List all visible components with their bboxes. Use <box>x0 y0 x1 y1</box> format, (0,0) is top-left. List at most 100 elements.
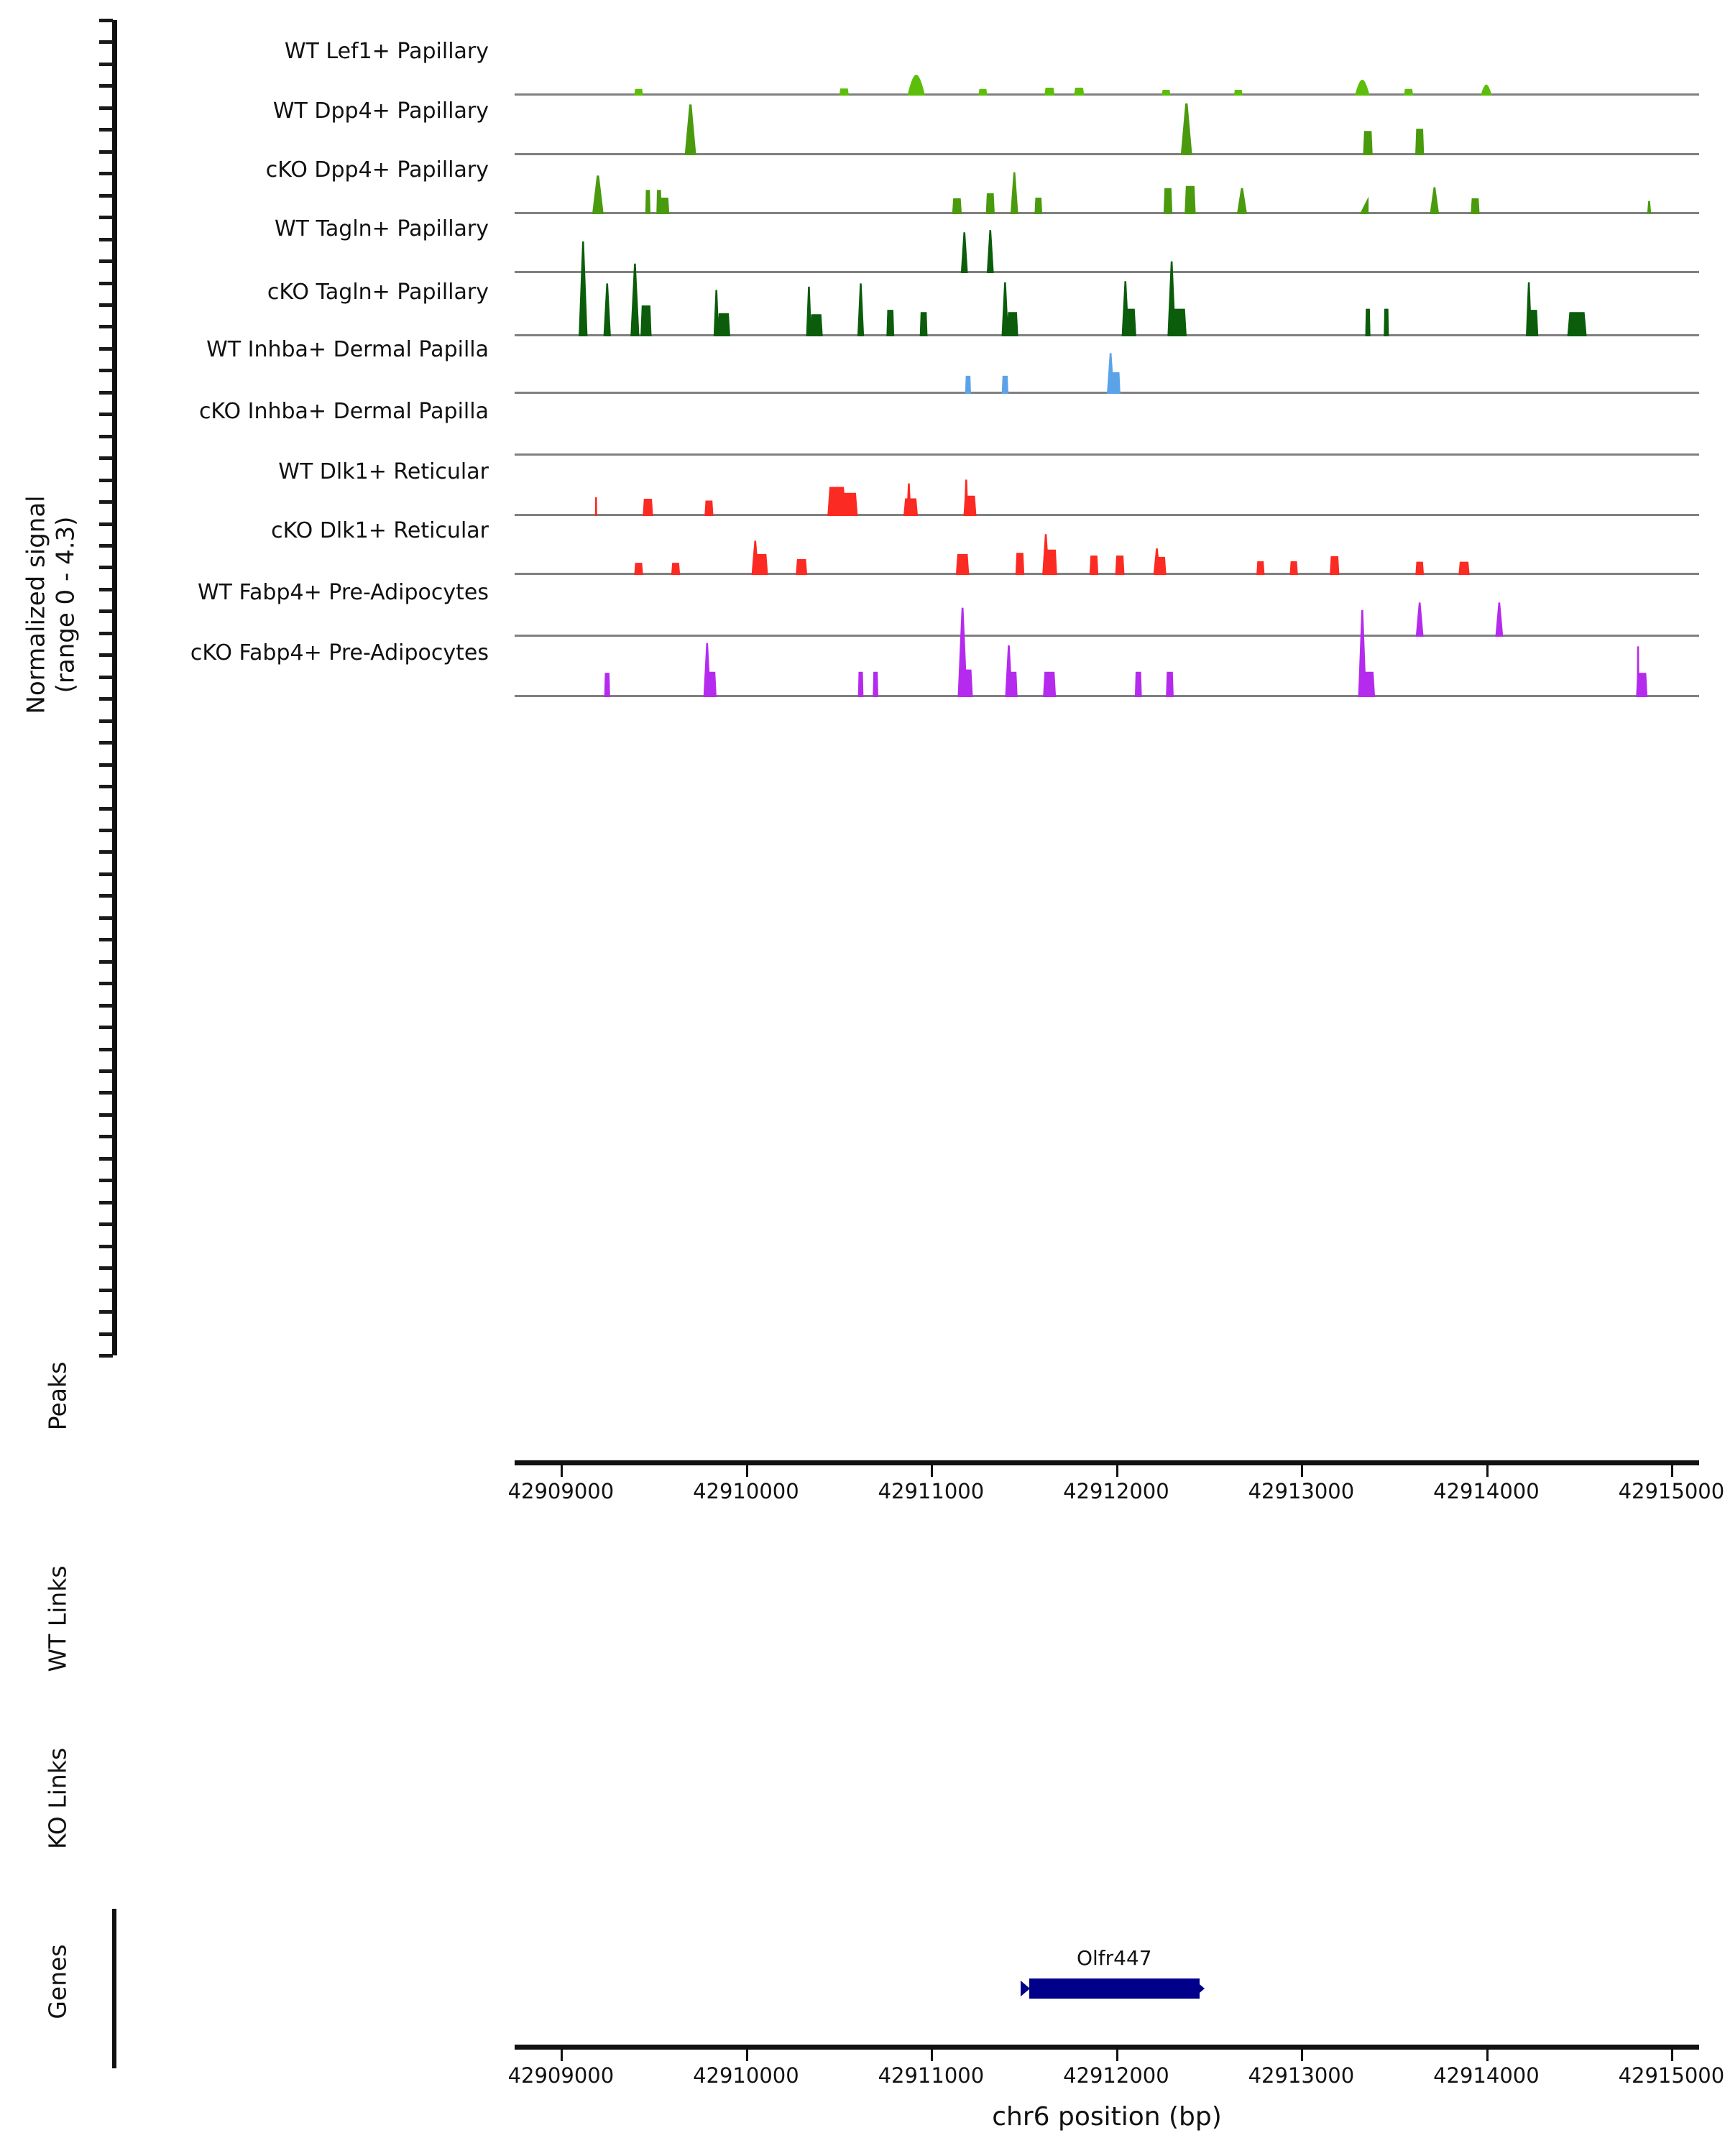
y-axis-tick <box>99 872 113 876</box>
y-axis-tick <box>99 544 113 548</box>
section-label-ko-links: KO Links <box>43 1747 72 1850</box>
x-axis-tick-label: 42913000 <box>1248 2063 1355 2088</box>
track-baseline <box>515 93 1699 96</box>
x-axis-tick <box>931 1465 934 1477</box>
y-axis-tick <box>99 19 113 22</box>
coverage-peak <box>827 487 846 516</box>
signal-track <box>515 299 1699 394</box>
track-label: cKO Dpp4+ Papillary <box>265 157 489 183</box>
coverage-peak <box>1233 90 1243 96</box>
x-axis-tick-label: 42911000 <box>878 1479 985 1503</box>
x-axis-title: chr6 position (bp) <box>992 2102 1222 2132</box>
coverage-peak <box>1121 308 1136 336</box>
signal-area <box>579 241 1587 336</box>
signal-area <box>592 172 1652 214</box>
coverage-peak <box>1365 308 1371 336</box>
y-axis-tick <box>99 894 113 898</box>
track-label-column: WT Lef1+ Papillary WT Dpp4+ Papillary cKO … <box>190 39 489 665</box>
y-axis-tick <box>99 149 113 154</box>
y-axis-tick <box>99 1179 113 1183</box>
x-axis-tick-label: 42915000 <box>1618 1479 1725 1503</box>
x-axis-tick-label: 42911000 <box>878 2063 985 2088</box>
y-axis-tick <box>99 850 113 854</box>
signal-area <box>684 103 1425 155</box>
coverage-peak <box>857 671 864 697</box>
coverage-peak <box>1180 103 1192 155</box>
coverage-peak <box>1415 602 1424 637</box>
coverage-peak <box>839 88 850 96</box>
coverage-peak <box>857 283 865 336</box>
coverage-peak <box>1361 671 1376 697</box>
coverage-peak <box>1043 671 1057 697</box>
coverage-peak <box>640 305 652 336</box>
coverage-peak <box>717 313 730 336</box>
coverage-peak <box>806 286 812 336</box>
coverage-peak <box>603 283 611 336</box>
track-baseline <box>515 695 1699 697</box>
gene-body-olfr447[interactable] <box>1029 1978 1200 1999</box>
coverage-peak <box>1001 282 1009 336</box>
coverage-peak <box>986 230 994 273</box>
y-axis-tick <box>99 193 113 198</box>
coverage-peak <box>643 499 653 516</box>
signal-area <box>634 534 1470 575</box>
signal-area <box>960 230 994 273</box>
y-axis-tick <box>99 959 113 964</box>
coverage-peak <box>886 310 895 336</box>
y-axis-tick <box>99 1156 113 1161</box>
y-axis-tick <box>99 1135 113 1139</box>
signal-track <box>515 542 1699 637</box>
gene-strand-arrow-icon <box>1020 1981 1030 1996</box>
coverage-peak <box>1256 561 1265 575</box>
y-axis-tick <box>99 1003 113 1008</box>
x-axis-tick-label: 42912000 <box>1063 2063 1169 2088</box>
coverage-peak <box>604 673 610 697</box>
y-axis-tick <box>99 587 113 591</box>
signal-track <box>515 602 1699 697</box>
track-label: WT Inhba+ Dermal Papilla <box>206 337 489 362</box>
coverage-peak <box>1384 308 1389 336</box>
x-axis-tick <box>1671 2050 1674 2061</box>
track-baseline <box>515 635 1699 637</box>
y-axis-tick <box>99 216 113 220</box>
coverage-peak <box>1330 556 1340 575</box>
coverage-peak <box>907 74 926 96</box>
coverage-peak <box>963 495 977 516</box>
coverage-peak <box>645 190 651 214</box>
x-axis-tick <box>1301 2050 1304 2061</box>
y-axis-tick <box>99 281 113 285</box>
x-axis-tick-label: 42914000 <box>1433 1479 1540 1503</box>
coverage-peak <box>1044 87 1055 96</box>
track-baseline <box>515 514 1699 516</box>
track-label: cKO Inhba+ Dermal Papilla <box>198 399 489 424</box>
coverage-peak <box>960 669 973 697</box>
coverage-peak <box>796 558 808 575</box>
signal-track <box>515 119 1699 214</box>
coverage-peak <box>1430 187 1440 214</box>
genes-axis-spine <box>112 1909 116 2068</box>
y-axis-tick <box>99 1047 113 1051</box>
track-baseline <box>515 453 1699 456</box>
x-axis-tick-label: 42912000 <box>1063 1479 1169 1503</box>
coverage-peak <box>1527 310 1539 336</box>
y-axis-tick <box>99 106 113 110</box>
coverage-peak <box>659 197 670 214</box>
signal-tracks <box>515 20 1699 1386</box>
signal-area <box>604 607 1648 697</box>
coverage-peak <box>965 375 971 394</box>
signal-track <box>515 178 1699 273</box>
track-baseline <box>515 271 1699 273</box>
y-axis-tick <box>99 237 113 241</box>
track-baseline <box>515 153 1699 155</box>
y-axis-tick <box>99 1310 113 1314</box>
track-label: cKO Fabp4+ Pre-Adipocytes <box>190 640 489 665</box>
x-axis-tick <box>745 2050 748 2061</box>
x-axis-tick <box>1486 2050 1489 2061</box>
coverage-peak <box>1236 188 1248 214</box>
coverage-peak <box>919 312 928 336</box>
x-axis-tick <box>1116 2050 1118 2061</box>
track-label: cKO Tagln+ Papillary <box>267 280 489 305</box>
coverage-peak <box>1567 312 1587 336</box>
y-axis-tick <box>99 806 113 811</box>
x-axis-tick-label: 42910000 <box>693 2063 799 2088</box>
